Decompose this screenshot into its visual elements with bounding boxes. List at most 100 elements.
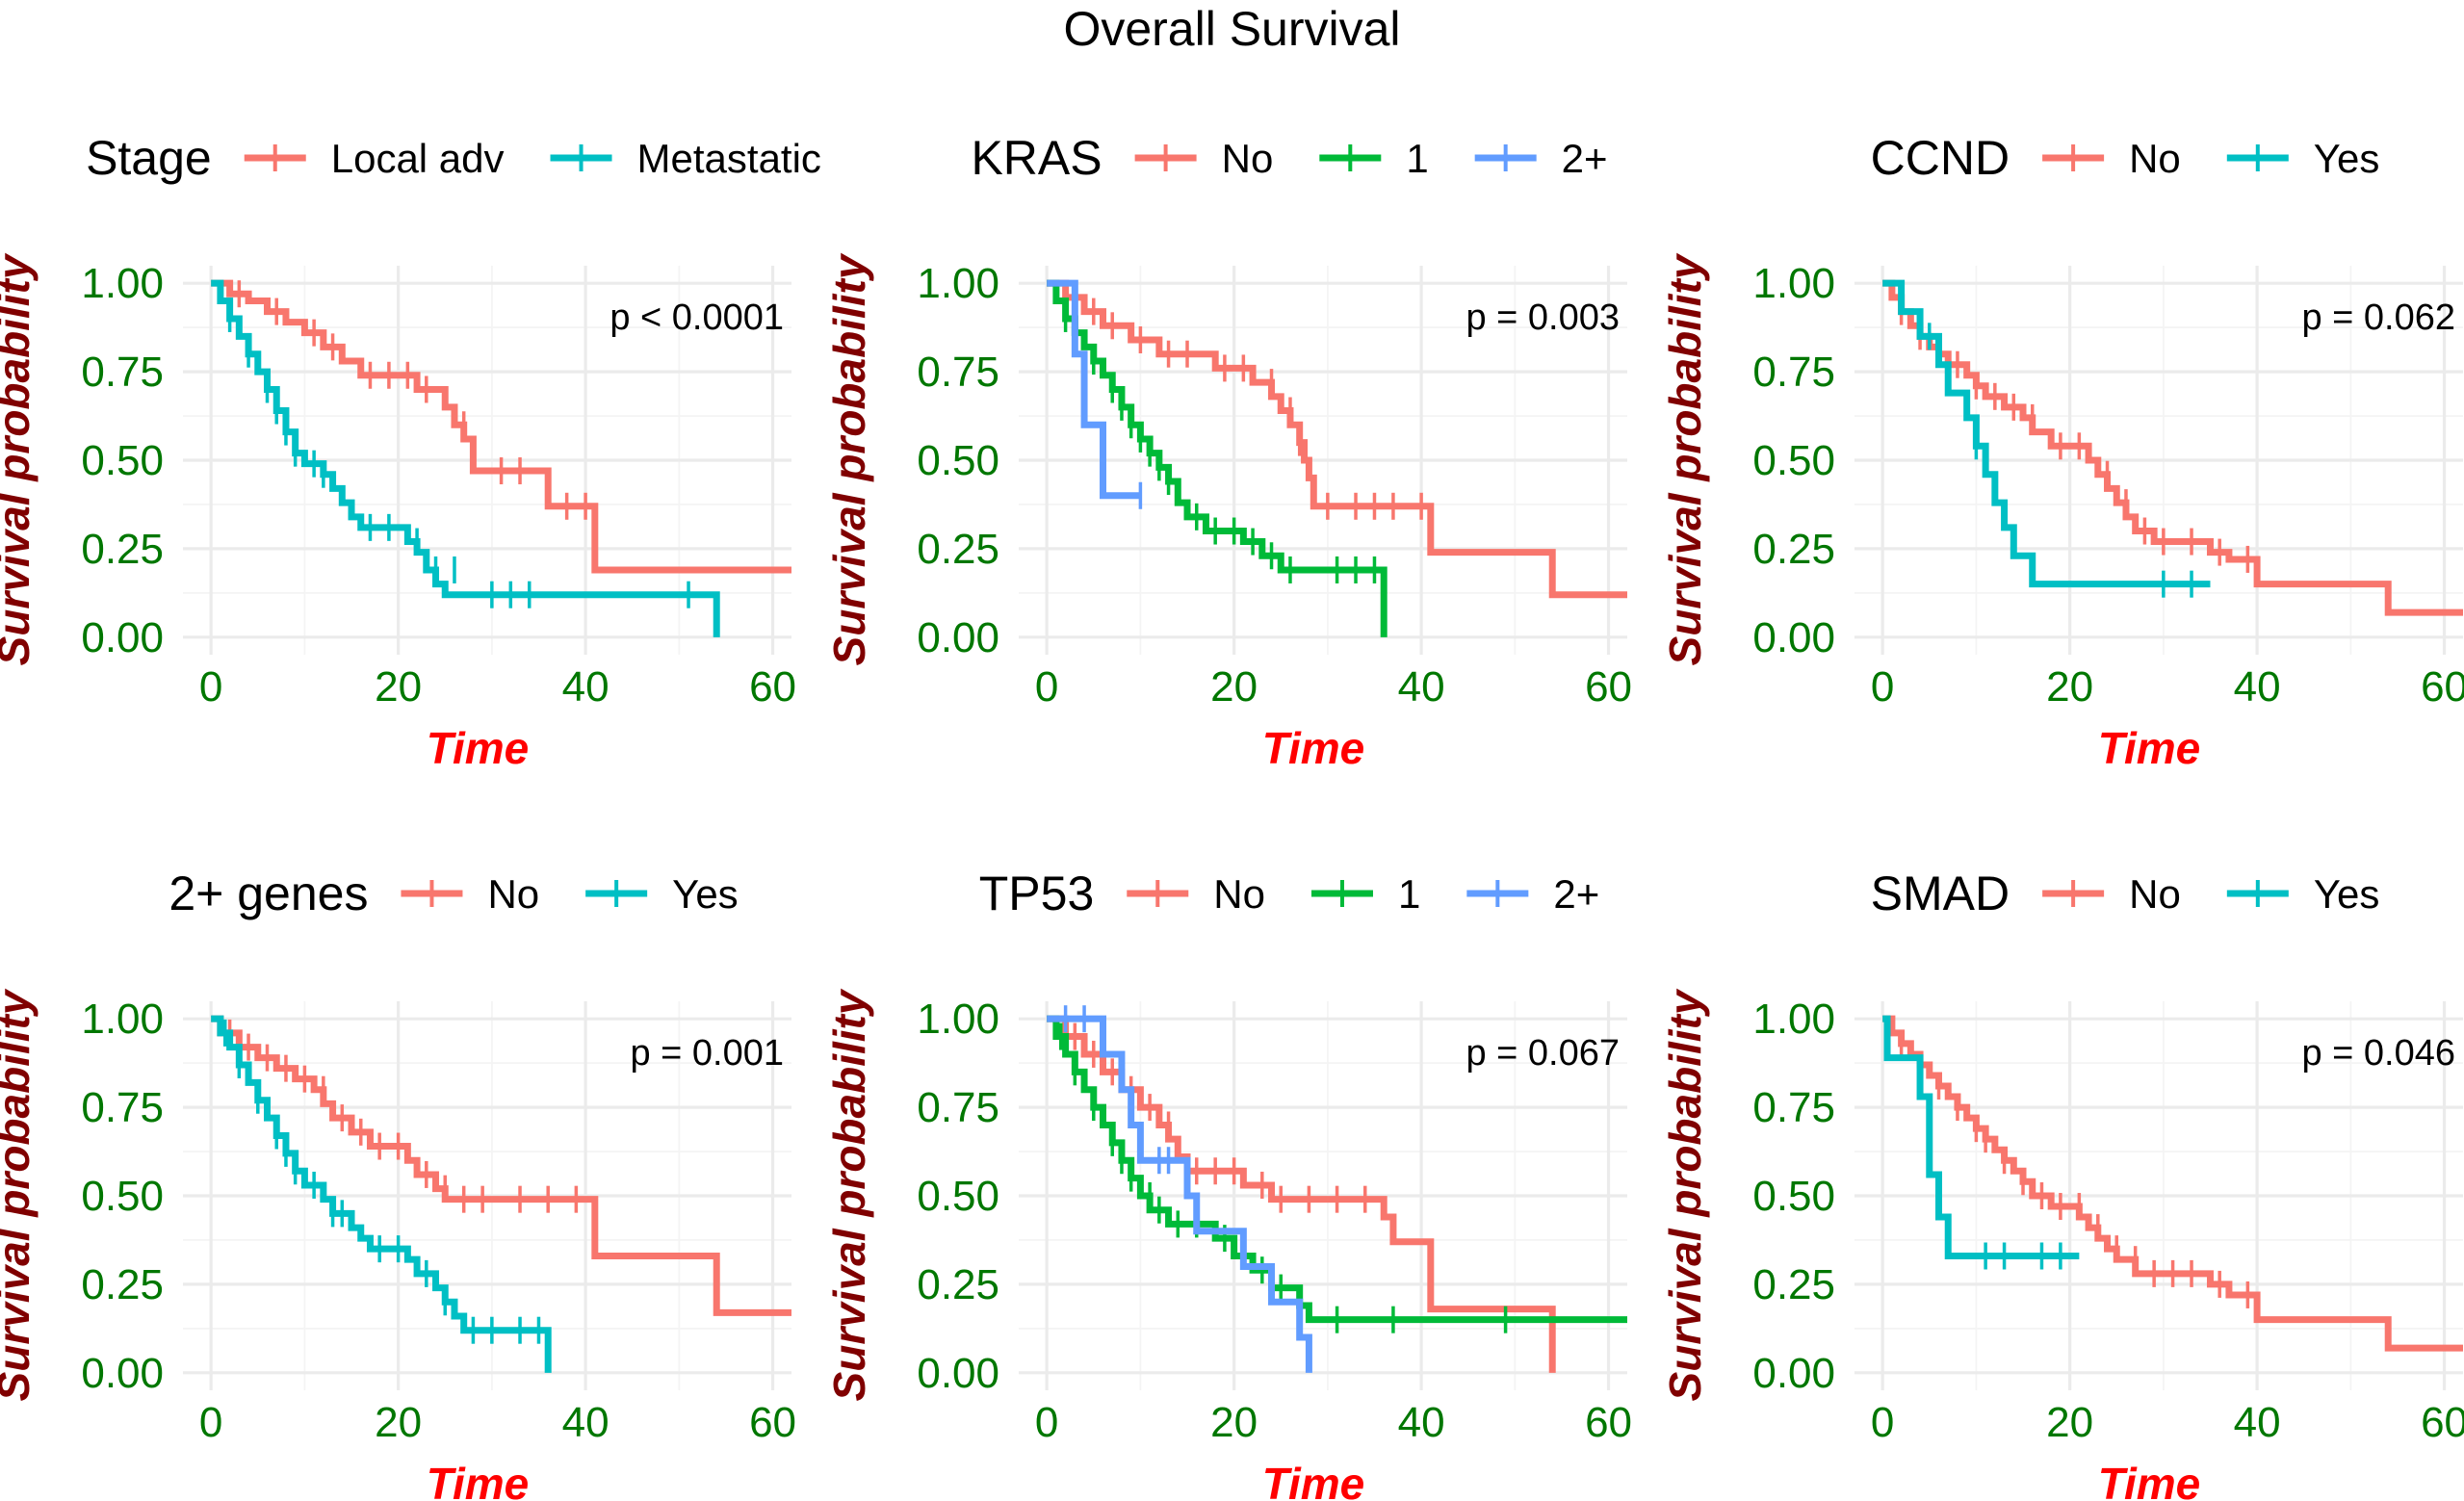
- x-axis-label: Time: [2098, 723, 2201, 773]
- y-tick-label: 0.25: [1752, 526, 1835, 573]
- legend-title: SMAD: [1871, 867, 2010, 920]
- y-tick-label: 0.50: [1752, 437, 1835, 484]
- legend-title: TP53: [979, 867, 1095, 920]
- p-value-label: p = 0.046: [2301, 1033, 2455, 1074]
- legend-label: No: [1213, 871, 1265, 917]
- p-value-label: p = 0.001: [630, 1033, 784, 1074]
- x-tick-label: 60: [1585, 663, 1632, 711]
- x-tick-label: 0: [1871, 663, 1894, 711]
- x-tick-label: 20: [2046, 1399, 2093, 1446]
- y-axis-label: Survival probability: [1660, 988, 1710, 1401]
- legend-label: No: [1222, 136, 1274, 181]
- km-panel-6: 0 20 40 60 0.00 0.25 0.50 0.75 1.00 Time Survival …: [1660, 867, 2464, 1501]
- legend-label: Metastatic: [637, 136, 821, 181]
- y-tick-label: 1.00: [1752, 996, 1835, 1043]
- y-axis-label: Survival probability: [0, 988, 39, 1401]
- x-tick-label: 20: [375, 663, 422, 711]
- km-panel-5: 0 20 40 60 0.00 0.25 0.50 0.75 1.00 Time Survival …: [824, 867, 1632, 1501]
- km-panel-2: 0 20 40 60 0.00 0.25 0.50 0.75 1.00 Time Survival …: [824, 131, 1632, 773]
- km-panel-3: 0 20 40 60 0.00 0.25 0.50 0.75 1.00 Time Survival …: [1660, 131, 2464, 773]
- y-tick-label: 0.00: [1752, 614, 1835, 661]
- survival-curve-2: [1882, 1015, 2080, 1259]
- y-tick-label: 0.50: [81, 1173, 164, 1220]
- x-tick-label: 20: [375, 1399, 422, 1446]
- y-tick-label: 0.00: [917, 1350, 999, 1397]
- legend: TP53 No 1 2+: [979, 867, 1599, 920]
- x-tick-label: 40: [2234, 663, 2281, 711]
- x-tick-label: 60: [2421, 1399, 2464, 1446]
- x-tick-label: 0: [199, 663, 222, 711]
- x-axis-label: Time: [1262, 723, 1365, 773]
- survival-curve-3: [1047, 279, 1141, 500]
- x-tick-label: 20: [2046, 663, 2093, 711]
- x-tick-label: 40: [562, 663, 610, 711]
- legend-label: No: [2129, 871, 2181, 917]
- legend: Stage Local adv Metastatic: [86, 131, 821, 185]
- legend-title: KRAS: [971, 131, 1102, 185]
- p-value-label: p = 0.067: [1465, 1033, 1620, 1074]
- y-tick-label: 0.75: [1752, 1084, 1835, 1131]
- x-tick-label: 0: [1035, 1399, 1058, 1446]
- y-tick-label: 0.75: [917, 1084, 999, 1131]
- x-tick-label: 0: [1035, 663, 1058, 711]
- x-tick-label: 60: [749, 1399, 796, 1446]
- y-tick-label: 0.75: [81, 349, 164, 396]
- y-tick-label: 0.50: [917, 1173, 999, 1220]
- y-axis-label: Survival probability: [1660, 252, 1710, 665]
- y-tick-label: 0.25: [81, 1261, 164, 1308]
- p-value-label: p < 0.0001: [610, 298, 784, 338]
- x-tick-label: 40: [562, 1399, 610, 1446]
- chart-title: Overall Survival: [1063, 2, 1401, 56]
- y-tick-label: 0.50: [1752, 1173, 1835, 1220]
- y-tick-label: 0.25: [1752, 1261, 1835, 1308]
- legend: SMAD No Yes: [1871, 867, 2380, 920]
- survival-curve-1: [211, 279, 791, 574]
- legend: CCND No Yes: [1871, 131, 2380, 185]
- y-tick-label: 0.25: [81, 526, 164, 573]
- x-tick-label: 0: [1871, 1399, 1894, 1446]
- y-tick-label: 0.00: [917, 614, 999, 661]
- legend-title: Stage: [86, 131, 212, 185]
- legend-label: Yes: [2314, 871, 2380, 917]
- survival-curve-1: [1047, 279, 1627, 599]
- y-tick-label: 0.25: [917, 526, 999, 573]
- y-tick-label: 1.00: [81, 260, 164, 307]
- x-tick-label: 60: [1585, 1399, 1632, 1446]
- y-axis-label: Survival probability: [824, 252, 874, 665]
- y-tick-label: 0.75: [81, 1084, 164, 1131]
- legend-label: Yes: [2314, 136, 2380, 181]
- y-tick-label: 0.75: [1752, 349, 1835, 396]
- survival-curve-3: [1047, 1015, 1312, 1373]
- legend-label: 2+: [1553, 871, 1599, 917]
- x-tick-label: 40: [1398, 663, 1445, 711]
- p-value-label: p = 0.062: [2301, 298, 2455, 338]
- x-tick-label: 0: [199, 1399, 222, 1446]
- legend-label: 1: [1398, 871, 1420, 917]
- y-tick-label: 1.00: [1752, 260, 1835, 307]
- legend-label: Local adv: [331, 136, 505, 181]
- survival-curve-2: [211, 1015, 552, 1373]
- y-axis-label: Survival probability: [824, 988, 874, 1401]
- legend-label: 1: [1406, 136, 1428, 181]
- legend: 2+ genes No Yes: [169, 867, 738, 920]
- y-tick-label: 1.00: [917, 260, 999, 307]
- km-panel-1: 0 20 40 60 0.00 0.25 0.50 0.75 1.00 Time Survival …: [0, 131, 821, 773]
- x-axis-label: Time: [427, 723, 530, 773]
- x-tick-label: 60: [749, 663, 796, 711]
- y-tick-label: 0.75: [917, 349, 999, 396]
- x-tick-label: 60: [2421, 663, 2464, 711]
- y-tick-label: 0.00: [1752, 1350, 1835, 1397]
- x-tick-label: 20: [1210, 1399, 1258, 1446]
- km-panel-4: 0 20 40 60 0.00 0.25 0.50 0.75 1.00 Time Survival …: [0, 867, 796, 1501]
- x-axis-label: Time: [2098, 1459, 2201, 1501]
- x-tick-label: 40: [2234, 1399, 2281, 1446]
- x-tick-label: 40: [1398, 1399, 1445, 1446]
- legend: KRAS No 1 2+: [971, 131, 1607, 185]
- y-tick-label: 0.00: [81, 1350, 164, 1397]
- legend-label: Yes: [672, 871, 739, 917]
- y-tick-label: 0.50: [81, 437, 164, 484]
- legend-label: No: [487, 871, 539, 917]
- y-tick-label: 0.50: [917, 437, 999, 484]
- p-value-label: p = 0.003: [1465, 298, 1620, 338]
